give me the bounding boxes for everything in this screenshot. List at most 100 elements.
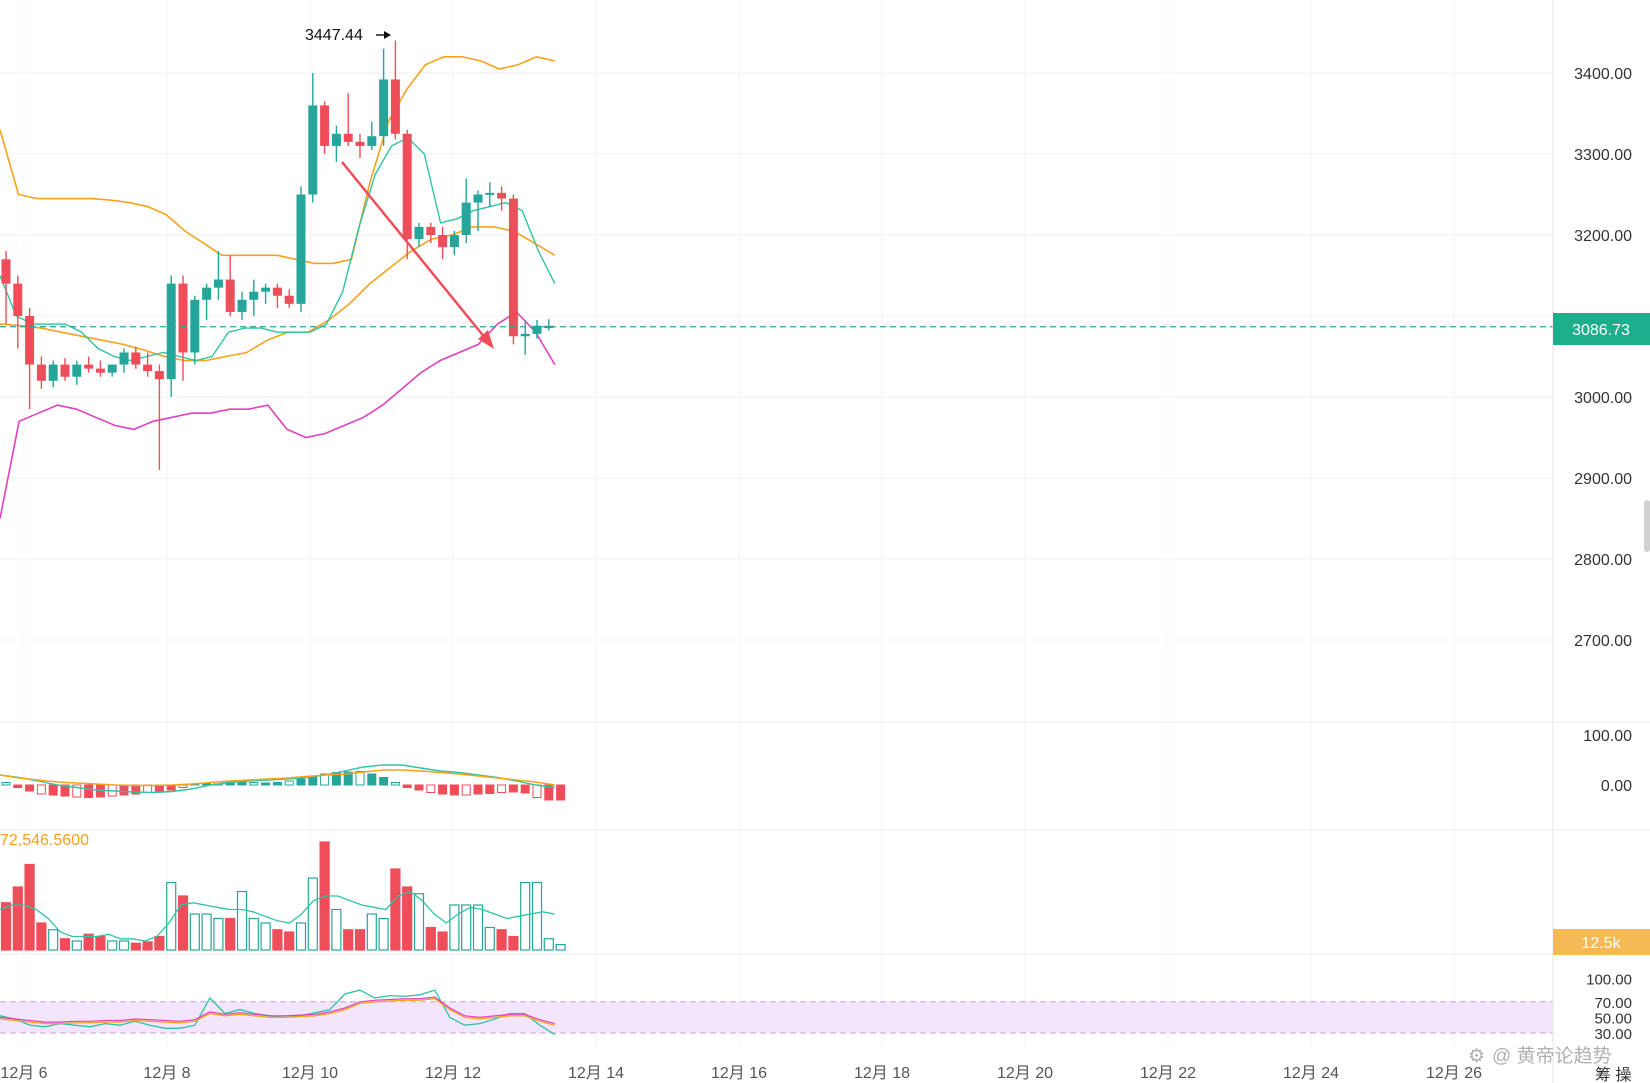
watermark-icon: ⚙: [1468, 1046, 1485, 1067]
macd-histogram-bar: [249, 782, 259, 786]
y-tick-label: 2900.00: [1574, 471, 1632, 488]
rsi-line-c: [0, 996, 555, 1025]
x-tick-label: 12月 8: [143, 1065, 190, 1082]
volume-bar: [12, 886, 23, 951]
macd-histogram-bar: [261, 782, 271, 786]
candle-body: [178, 283, 188, 353]
rsi-panel: [0, 989, 556, 1036]
candle-body: [497, 192, 507, 199]
volume-bar: [142, 941, 153, 951]
y-tick-label: 3300.00: [1574, 147, 1632, 164]
candle-body: [190, 299, 200, 353]
x-tick-label: 12月 20: [997, 1065, 1053, 1082]
scroll-handle[interactable]: [1644, 500, 1650, 552]
macd-histogram-bar: [402, 784, 412, 788]
candle-body: [320, 105, 330, 146]
x-tick-label: 12月 22: [1140, 1065, 1196, 1082]
candle-body: [84, 364, 94, 369]
last-price-tag: 3086.73: [1553, 313, 1650, 345]
candle-body: [379, 79, 389, 137]
volume-bar: [343, 929, 354, 951]
candlesticks: [1, 40, 554, 470]
macd-histogram-bar: [461, 784, 471, 796]
macd-histogram-bar: [508, 784, 518, 793]
volume-bar: [284, 931, 295, 951]
rsi-line-b: [0, 998, 555, 1026]
candle-body: [13, 283, 23, 316]
volume-bar: [95, 935, 106, 951]
volume-bar: [248, 917, 259, 951]
macd-histogram-bar: [178, 784, 188, 788]
volume-bar: [508, 935, 519, 951]
high-price-label: 3447.44: [305, 27, 363, 44]
volume-bar: [472, 904, 484, 951]
macd-histogram-bar: [520, 784, 530, 794]
candle-body: [438, 235, 448, 248]
volume-bar: [413, 893, 425, 951]
volume-bar: [449, 904, 460, 951]
macd-histogram-bar: [449, 784, 459, 796]
macd-histogram-bar: [84, 784, 94, 798]
candle-body: [154, 371, 164, 380]
macd-histogram-bar: [367, 773, 377, 786]
volume-panel: [0, 841, 566, 951]
volume-bar: [225, 917, 236, 951]
volume-bar: [189, 913, 200, 951]
macd-histogram-bar: [355, 771, 365, 786]
bollinger-upper-line: [0, 55, 555, 265]
x-tick-label: 12月 24: [1283, 1065, 1339, 1082]
volume-bar: [272, 929, 283, 951]
macd-histogram-bar: [119, 784, 129, 796]
volume-ma-line: [0, 890, 555, 942]
high-marker-arrow-icon: [376, 31, 391, 39]
candle-body: [72, 364, 82, 377]
macd-histogram-bar: [60, 784, 70, 797]
macd-histogram-bar: [237, 782, 247, 786]
x-tick-label: 12月 16: [711, 1065, 767, 1082]
y-tick-label: 100.00: [1583, 728, 1632, 745]
candle-body: [390, 79, 400, 134]
volume-bar: [555, 943, 566, 951]
last-price-tag-text: 3086.73: [1572, 322, 1630, 339]
macd-histogram-bar: [343, 771, 353, 786]
candle-body: [119, 352, 129, 365]
volume-bar: [201, 913, 212, 951]
x-tick-label: 12月 12: [425, 1065, 481, 1082]
candle-body: [36, 364, 46, 381]
macd-histogram-bar: [438, 784, 448, 795]
candle-body: [48, 364, 58, 381]
watermark-text: @ 黄帝论趋势: [1492, 1045, 1612, 1067]
candle-body: [544, 325, 554, 329]
volume-bar: [213, 917, 224, 951]
candle-body: [143, 364, 153, 372]
y-tick-label: 30.00: [1594, 1026, 1632, 1043]
macd-histogram-bar: [1, 782, 11, 786]
macd-histogram-bar: [379, 777, 389, 786]
volume-bar: [48, 929, 59, 951]
volume-bar: [378, 917, 389, 951]
volume-bar: [236, 890, 248, 951]
macd-panel: [0, 764, 566, 801]
volume-bar: [437, 931, 448, 951]
candle-body: [508, 198, 518, 337]
candle-body: [249, 291, 259, 300]
watermark: ⚙ @ 黄帝论趋势: [1468, 1045, 1612, 1067]
macd-histogram-bar: [272, 782, 282, 786]
candle-body: [367, 136, 377, 146]
macd-histogram-bar: [414, 784, 424, 791]
macd-histogram-bar: [296, 778, 306, 786]
rsi-band: [0, 1001, 1553, 1033]
volume-bar: [543, 938, 554, 951]
volume-bar: [0, 902, 12, 951]
candle-body: [25, 316, 35, 365]
volume-bar: [59, 938, 71, 951]
candle-body: [272, 287, 282, 296]
x-tick-label: 12月 6: [0, 1065, 47, 1082]
y-tick-label: 100.00: [1586, 971, 1632, 988]
candle-body: [331, 133, 341, 146]
grid-lines: [0, 0, 1553, 1050]
volume-bar: [107, 940, 118, 951]
volume-bar: [260, 922, 271, 951]
volume-bar: [307, 877, 318, 951]
